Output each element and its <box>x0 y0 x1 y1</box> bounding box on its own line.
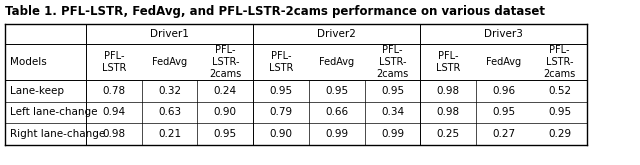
Text: Driver3: Driver3 <box>484 29 524 39</box>
Text: Table 1. PFL-LSTR, FedAvg, and PFL-LSTR-2cams performance on various dataset: Table 1. PFL-LSTR, FedAvg, and PFL-LSTR-… <box>4 5 545 18</box>
Text: 0.96: 0.96 <box>492 86 515 96</box>
Text: Driver1: Driver1 <box>150 29 189 39</box>
Text: 0.95: 0.95 <box>214 129 237 139</box>
Text: 0.66: 0.66 <box>325 107 348 117</box>
Text: PFL-
LSTR-
2cams: PFL- LSTR- 2cams <box>543 45 576 79</box>
Text: PFL-
LSTR: PFL- LSTR <box>102 51 126 73</box>
Text: PFL-
LSTR-
2cams: PFL- LSTR- 2cams <box>209 45 241 79</box>
Text: 0.63: 0.63 <box>158 107 181 117</box>
Text: Lane-keep: Lane-keep <box>10 86 64 96</box>
Text: 0.24: 0.24 <box>214 86 237 96</box>
Text: PFL-
LSTR: PFL- LSTR <box>269 51 293 73</box>
Text: Driver2: Driver2 <box>317 29 356 39</box>
Text: 0.98: 0.98 <box>102 129 125 139</box>
Text: FedAvg: FedAvg <box>486 57 522 67</box>
Text: 0.98: 0.98 <box>436 86 460 96</box>
Text: 0.90: 0.90 <box>269 129 292 139</box>
Text: 0.90: 0.90 <box>214 107 237 117</box>
Text: 0.95: 0.95 <box>381 86 404 96</box>
Text: 0.78: 0.78 <box>102 86 125 96</box>
Text: 0.25: 0.25 <box>436 129 460 139</box>
Text: Left lane-change: Left lane-change <box>10 107 98 117</box>
Text: FedAvg: FedAvg <box>152 57 187 67</box>
Text: FedAvg: FedAvg <box>319 57 355 67</box>
Text: 0.34: 0.34 <box>381 107 404 117</box>
Text: 0.99: 0.99 <box>325 129 348 139</box>
Text: Right lane-change: Right lane-change <box>10 129 106 139</box>
Text: 0.52: 0.52 <box>548 86 572 96</box>
Text: 0.98: 0.98 <box>436 107 460 117</box>
Text: Models: Models <box>10 57 47 67</box>
Text: 0.79: 0.79 <box>269 107 292 117</box>
Text: 0.27: 0.27 <box>492 129 515 139</box>
Text: 0.21: 0.21 <box>158 129 181 139</box>
Text: 0.99: 0.99 <box>381 129 404 139</box>
Text: PFL-
LSTR-
2cams: PFL- LSTR- 2cams <box>376 45 408 79</box>
Text: 0.29: 0.29 <box>548 129 572 139</box>
Text: 0.95: 0.95 <box>269 86 292 96</box>
Text: PFL-
LSTR: PFL- LSTR <box>436 51 460 73</box>
Text: 0.95: 0.95 <box>548 107 572 117</box>
Text: 0.95: 0.95 <box>492 107 515 117</box>
Text: 0.32: 0.32 <box>158 86 181 96</box>
Text: 0.95: 0.95 <box>325 86 348 96</box>
Text: 0.94: 0.94 <box>102 107 125 117</box>
